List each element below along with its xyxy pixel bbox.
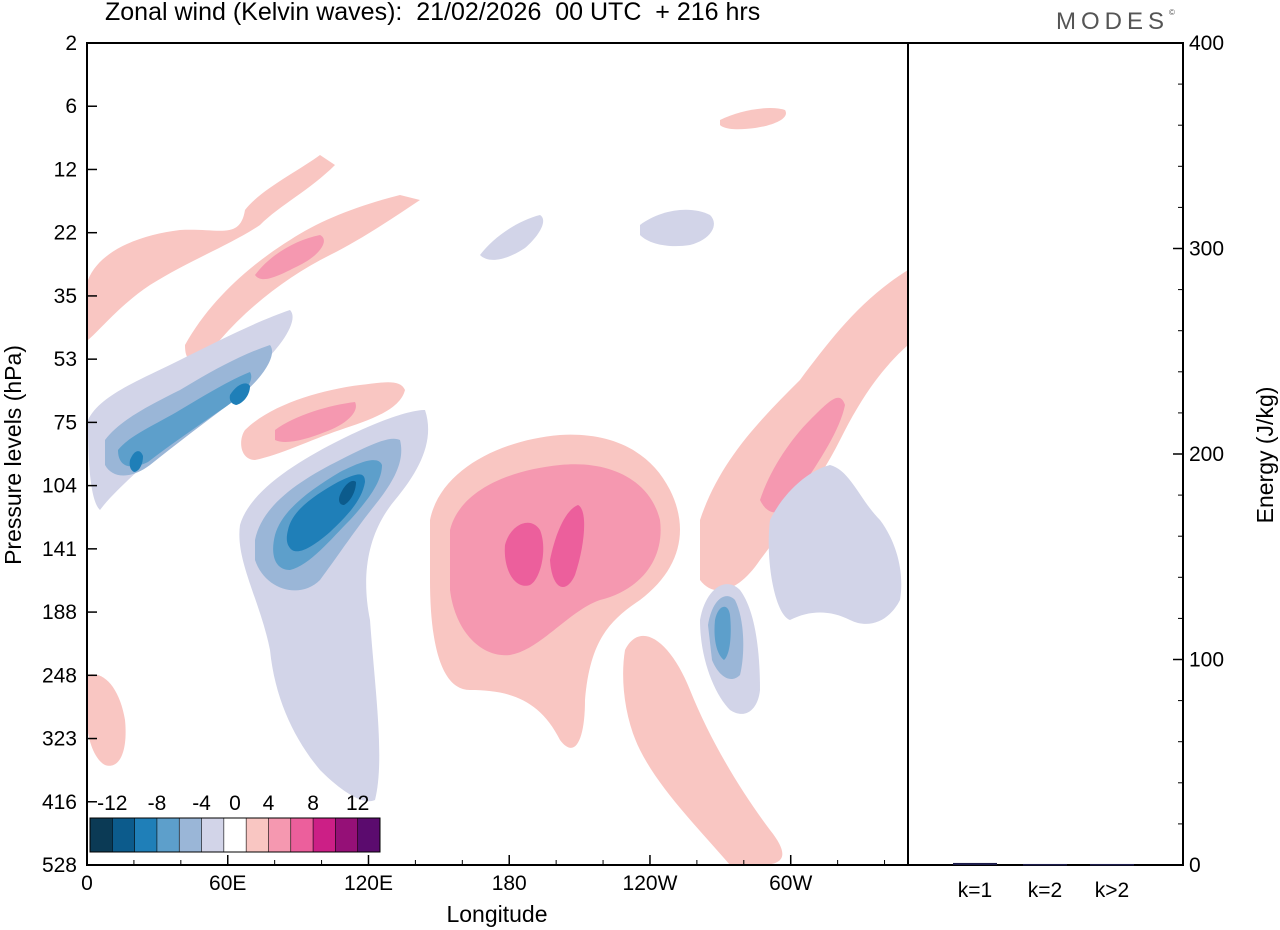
colorbar-label: 12: [346, 792, 369, 815]
negative-streak-upper: [480, 215, 544, 260]
energy-bar-label: k=1: [958, 879, 992, 902]
x-tick-label: 60E: [209, 872, 246, 895]
positive-core-center-east: [550, 505, 585, 587]
y-tick-label: 188: [42, 601, 77, 624]
energy-tick-label: 200: [1189, 443, 1224, 466]
energy-axis-label: Energy (J/kg): [1252, 387, 1278, 524]
x-tick-label: 60W: [769, 872, 812, 895]
negative-band-east-upper: [768, 465, 902, 624]
positive-core-east: [760, 397, 845, 513]
y-tick-label: 53: [54, 348, 77, 371]
colorbar-cell: [90, 818, 113, 852]
brand-name: MODES: [1056, 8, 1170, 35]
x-tick-label: 0: [81, 872, 93, 895]
colorbar: [89, 817, 381, 853]
y-tick-label: 141: [42, 538, 77, 561]
positive-stripe-mid: [185, 195, 420, 360]
energy-tick-label: 0: [1189, 854, 1201, 877]
x-tick-label: 120E: [344, 872, 393, 895]
chart-title: Zonal wind (Kelvin waves): 21/02/2026 00…: [105, 0, 761, 26]
y-tick-label: 12: [54, 158, 77, 181]
colorbar-cell: [201, 818, 224, 852]
y-tick-label: 22: [54, 222, 77, 245]
y-tick-label: 528: [42, 854, 77, 877]
energy-bar-label: k>2: [1095, 879, 1129, 902]
positive-stripe-mid-core: [255, 235, 324, 280]
colorbar-label: -8: [148, 792, 167, 815]
colorbar-cell: [134, 818, 157, 852]
colorbar-label: -4: [192, 792, 211, 815]
y-tick-label: 248: [42, 664, 77, 687]
energy-tick-label: 100: [1189, 649, 1224, 672]
x-tick-label: 120W: [623, 872, 678, 895]
y-tick-label: 6: [65, 95, 77, 118]
colorbar-cell: [179, 818, 202, 852]
negative-core-east: [714, 606, 731, 660]
positive-stripe-upper: [88, 155, 335, 340]
positive-tongue-south: [623, 635, 783, 865]
energy-bar: [1090, 863, 1134, 866]
negative-inner-west: [118, 372, 252, 467]
colorbar-cell: [290, 818, 314, 852]
colorbar-cell: [268, 818, 291, 852]
colorbar-cell: [223, 818, 247, 852]
negative-peak-main: [339, 480, 356, 505]
energy-bar: [953, 862, 997, 865]
negative-core-west: [129, 451, 143, 472]
energy-bars: k=1 k=2 k>2: [953, 862, 1134, 902]
positive-core-center-west: [504, 522, 544, 586]
wind-field: [87, 108, 908, 865]
y-tick-label: 2: [65, 32, 77, 55]
colorbar-cell: [313, 818, 336, 852]
colorbar-label: 4: [263, 792, 275, 815]
energy-plot-frame: [907, 42, 1184, 866]
y-tick-label: 35: [54, 285, 77, 308]
y-tick-label: 323: [42, 728, 77, 751]
y-axis: 2 6 12 22 35 53 75 104 141 188 248 323 416 528: [42, 32, 97, 877]
colorbar-cell: [112, 818, 135, 852]
colorbar-labels: -12 -8 -4 0 4 8 12: [97, 792, 369, 815]
colorbar-cell: [357, 818, 380, 852]
brand-mark: ©: [1169, 8, 1175, 17]
colorbar-frame: [89, 817, 381, 853]
colorbar-cell: [246, 818, 269, 852]
positive-patch-southwest: [87, 674, 126, 766]
energy-axis: 0 100 200 300 400: [1173, 32, 1224, 877]
energy-tick-label: 300: [1189, 238, 1224, 261]
x-axis: 0 60E 120E 180 120W 60W: [81, 855, 886, 895]
energy-bar: [1023, 863, 1067, 866]
positive-streak-upper-east: [720, 108, 786, 130]
colorbar-cell: [335, 818, 358, 852]
y-tick-label: 104: [42, 475, 77, 498]
energy-bar-label: k=2: [1028, 879, 1062, 902]
colorbar-cell: [156, 818, 180, 852]
x-axis-label: Longitude: [446, 901, 547, 927]
y-tick-label: 416: [42, 791, 77, 814]
colorbar-label: -12: [97, 792, 127, 815]
y-axis-label: Pressure levels (hPa): [0, 345, 26, 565]
y-tick-label: 75: [54, 411, 77, 434]
colorbar-label: 0: [229, 792, 241, 815]
negative-core-west-upper: [229, 383, 250, 405]
modes-logo: MODES©: [1056, 8, 1175, 36]
x-tick-label: 180: [492, 872, 527, 895]
negative-streak-upper-east: [640, 209, 714, 247]
energy-tick-label: 400: [1189, 32, 1224, 55]
positive-stripe-lower-core: [275, 402, 356, 443]
colorbar-label: 8: [307, 792, 319, 815]
